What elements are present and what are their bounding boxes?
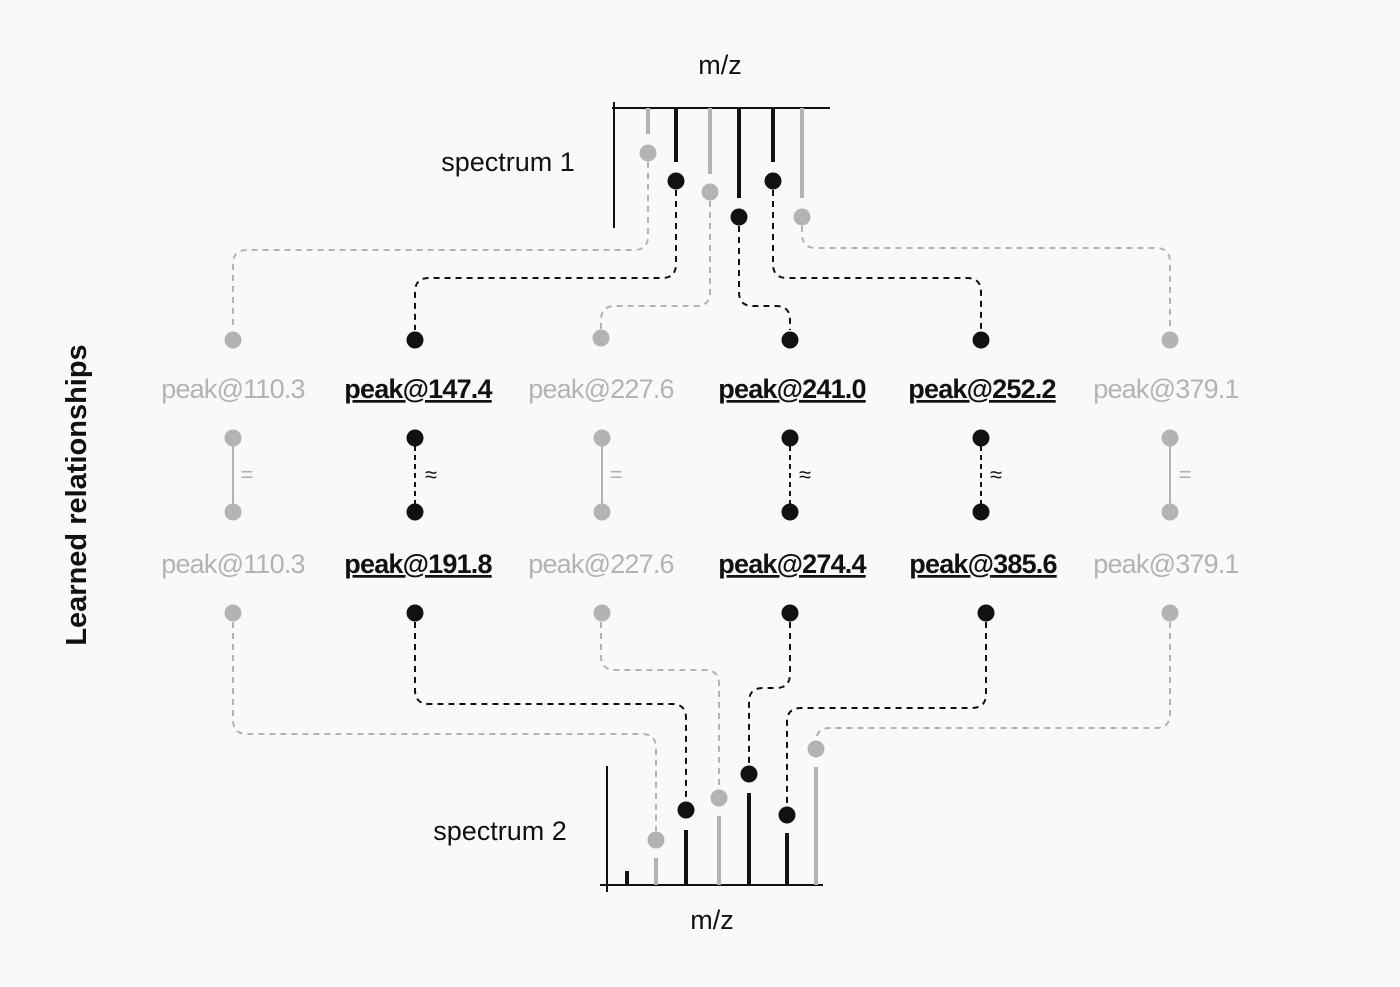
relation-symbol-col4: ≈ xyxy=(799,462,811,487)
connector-s1-col5 xyxy=(772,190,982,330)
relation-symbol-col2: ≈ xyxy=(425,462,437,487)
bottom-peak-label-col2: peak@191.8 xyxy=(344,549,492,579)
relation-symbol-col3: = xyxy=(610,462,623,487)
top-peak-label-col1: peak@110.3 xyxy=(161,374,305,404)
spectrum1-peak-3 xyxy=(701,108,719,201)
diagram-title: Learned relationships xyxy=(61,344,93,645)
connector-s2-col5 xyxy=(786,622,987,806)
spectrum1-label: spectrum 1 xyxy=(441,147,575,177)
spectrum1-peak-2 xyxy=(667,108,685,190)
spectrum1-axis-label: m/z xyxy=(698,50,742,80)
top-node-col5 xyxy=(972,331,990,349)
relation-node-bottom-col5 xyxy=(972,503,990,521)
spectrum1-peak-6 xyxy=(793,108,811,226)
connector-s1-col2 xyxy=(414,190,677,330)
top-peak-label-col2: peak@147.4 xyxy=(344,374,492,404)
spectrum2-peak-3 xyxy=(710,789,728,885)
spectrum2-axis-label: m/z xyxy=(690,905,734,935)
connector-s2-col1 xyxy=(232,622,657,831)
bottom-node-col3 xyxy=(593,604,611,622)
relation-node-bottom-col6 xyxy=(1161,503,1179,521)
connector-s2-col3 xyxy=(600,622,720,789)
spectrum2-peak-1 xyxy=(647,831,665,885)
relation-symbol-col6: = xyxy=(1179,462,1192,487)
bottom-peak-label-col4: peak@274.4 xyxy=(718,549,866,579)
column-5: peak@252.2 ≈ peak@385.6 xyxy=(908,331,1058,622)
relation-node-bottom-col4 xyxy=(781,503,799,521)
column-1: peak@110.3 = peak@110.3 xyxy=(161,331,306,622)
relation-node-top-col1 xyxy=(224,429,242,447)
connector-s2-col6 xyxy=(815,622,1171,743)
bottom-node-col5 xyxy=(977,604,995,622)
relation-node-bottom-col2 xyxy=(406,503,424,521)
spectrum2-axis xyxy=(600,766,823,892)
top-node-col3 xyxy=(592,329,610,347)
top-peak-label-col5: peak@252.2 xyxy=(908,374,1055,404)
column-6: peak@379.1 = peak@379.1 xyxy=(1093,331,1240,622)
spectrum1-axis xyxy=(612,102,830,228)
connector-s1-col4 xyxy=(738,226,791,330)
spectrum2-peak-4 xyxy=(740,765,758,885)
relation-node-top-col6 xyxy=(1161,429,1179,447)
bottom-peak-label-col5: peak@385.6 xyxy=(909,549,1057,579)
top-node-col2 xyxy=(406,331,424,349)
spectrum1-peak-1 xyxy=(639,108,657,162)
relation-symbol-col1: = xyxy=(241,462,254,487)
connector-s1-col3 xyxy=(600,201,711,330)
spectrum1-peak-4 xyxy=(730,108,748,226)
top-peak-label-col6: peak@379.1 xyxy=(1093,374,1239,404)
spectrum2-peak-5 xyxy=(778,806,796,885)
top-node-col4 xyxy=(781,331,799,349)
column-3: peak@227.6 = peak@227.6 xyxy=(528,329,675,622)
top-node-col1 xyxy=(224,331,242,349)
top-node-col6 xyxy=(1161,331,1179,349)
column-2: peak@147.4 ≈ peak@191.8 xyxy=(344,331,493,622)
relation-node-top-col2 xyxy=(406,429,424,447)
bottom-peak-label-col3: peak@227.6 xyxy=(528,549,674,579)
spectrum2-label: spectrum 2 xyxy=(433,816,567,846)
top-peak-label-col4: peak@241.0 xyxy=(718,374,865,404)
bottom-peak-label-col6: peak@379.1 xyxy=(1093,549,1239,579)
bottom-node-col6 xyxy=(1161,604,1179,622)
spectrum1-peak-5 xyxy=(764,108,782,190)
bottom-peak-label-col1: peak@110.3 xyxy=(161,549,305,579)
bottom-node-col1 xyxy=(224,604,242,622)
relation-node-bottom-col3 xyxy=(593,503,611,521)
relation-node-top-col4 xyxy=(781,429,799,447)
bottom-node-col4 xyxy=(781,604,799,622)
connector-s1-col1 xyxy=(232,162,649,330)
connector-s2-col2 xyxy=(414,622,687,801)
relation-node-top-col5 xyxy=(972,429,990,447)
spectrum2-peak-2 xyxy=(677,801,695,885)
column-4: peak@241.0 ≈ peak@274.4 xyxy=(718,331,867,622)
relation-symbol-col5: ≈ xyxy=(990,462,1002,487)
relation-node-top-col3 xyxy=(593,429,611,447)
spectrum2-peak-6 xyxy=(807,740,825,885)
top-peak-label-col3: peak@227.6 xyxy=(528,374,674,404)
connector-s2-col4 xyxy=(748,622,791,765)
relation-node-bottom-col1 xyxy=(224,503,242,521)
bottom-node-col2 xyxy=(406,604,424,622)
connector-s1-col6 xyxy=(801,226,1171,330)
